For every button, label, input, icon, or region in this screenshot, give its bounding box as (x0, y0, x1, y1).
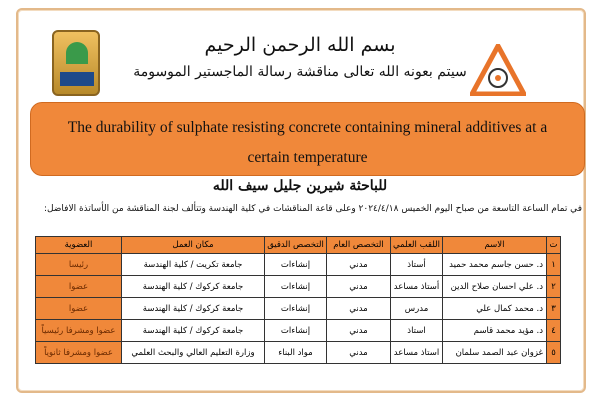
col-header: العضوية (35, 236, 122, 254)
college-logo (470, 44, 526, 96)
col-header: التخصص العام (326, 236, 391, 254)
table-cell: جامعة كركوك / كلية الهندسة (121, 275, 265, 298)
table-cell: مدني (326, 319, 391, 342)
col-header: ت (546, 236, 561, 254)
thesis-title: The durability of sulphate resisting con… (30, 102, 585, 176)
table-cell: ٤ (546, 319, 561, 342)
table-cell: أستاذ مساعد (390, 275, 443, 298)
table-cell: عضوا (35, 275, 122, 298)
table-cell: إنشاءات (264, 319, 327, 342)
table-row: ٢ د. علي احسان صلاح الدين أستاذ مساعد مدني إ… (35, 275, 561, 298)
table-cell: إنشاءات (264, 297, 327, 320)
table-cell: ٣ (546, 297, 561, 320)
col-header: التخصص الدقيق (264, 236, 327, 254)
table-cell: وزارة التعليم العالي والبحث العلمي (121, 341, 265, 364)
table-cell: د. علي احسان صلاح الدين (442, 275, 547, 298)
table-cell: مدني (326, 253, 391, 276)
table-cell: جامعة كركوك / كلية الهندسة (121, 319, 265, 342)
table-cell: جامعة كركوك / كلية الهندسة (121, 297, 265, 320)
table-cell: غزوان عبد الصمد سلمان (442, 341, 547, 364)
table-cell: مدني (326, 297, 391, 320)
table-cell: د. حسن جاسم محمد حميد (442, 253, 547, 276)
table-cell: أستاذ (390, 253, 443, 276)
table-cell: استاذ (390, 319, 443, 342)
table-cell: د. مؤيد محمد قاسم (442, 319, 547, 342)
table-cell: ٢ (546, 275, 561, 298)
table-cell: ١ (546, 253, 561, 276)
table-cell: مدني (326, 275, 391, 298)
page-frame (16, 8, 586, 393)
col-header: الاسم (442, 236, 547, 254)
table-cell: عضوا ومشرفا رئيسياً (35, 319, 122, 342)
committee-table: ت الاسم اللقب العلمي التخصص العام التخصص… (35, 236, 561, 364)
table-cell: د. محمد كمال علي (442, 297, 547, 320)
table-row: ٣ د. محمد كمال علي مدرس مدني إنشاءات جامعة كر… (35, 297, 561, 320)
table-header-row: ت الاسم اللقب العلمي التخصص العام التخصص… (35, 236, 561, 254)
table-cell: رئيسا (35, 253, 122, 276)
table-cell: مواد البناء (264, 341, 327, 364)
defense-details: في تمام الساعة التاسعة من صباح اليوم الخ… (43, 204, 582, 214)
table-cell: عضوا ومشرفا ثانوياً (35, 341, 122, 364)
table-cell: مدني (326, 341, 391, 364)
table-cell: إنشاءات (264, 253, 327, 276)
researcher-name: للباحثة شيرين جليل سيف الله (212, 178, 388, 194)
intro-text: سيتم بعونه الله تعالى مناقشة رسالة الماج… (133, 64, 467, 80)
table-cell: ٥ (546, 341, 561, 364)
table-cell: مدرس (390, 297, 443, 320)
university-logo (52, 30, 100, 96)
table-cell: استاذ مساعد (390, 341, 443, 364)
table-row: ٥ غزوان عبد الصمد سلمان استاذ مساعد مدني موا… (35, 341, 561, 364)
col-header: مكان العمل (121, 236, 265, 254)
table-row: ٤ د. مؤيد محمد قاسم استاذ مدني إنشاءات جامعة … (35, 319, 561, 342)
table-row: ١ د. حسن جاسم محمد حميد أستاذ مدني إنشاءات جا… (35, 253, 561, 276)
table-cell: عضوا (35, 297, 122, 320)
table-cell: جامعة تكريت / كلية الهندسة (121, 253, 265, 276)
col-header: اللقب العلمي (390, 236, 443, 254)
table-cell: إنشاءات (264, 275, 327, 298)
basmala: بسم الله الرحمن الرحيم (204, 34, 396, 56)
